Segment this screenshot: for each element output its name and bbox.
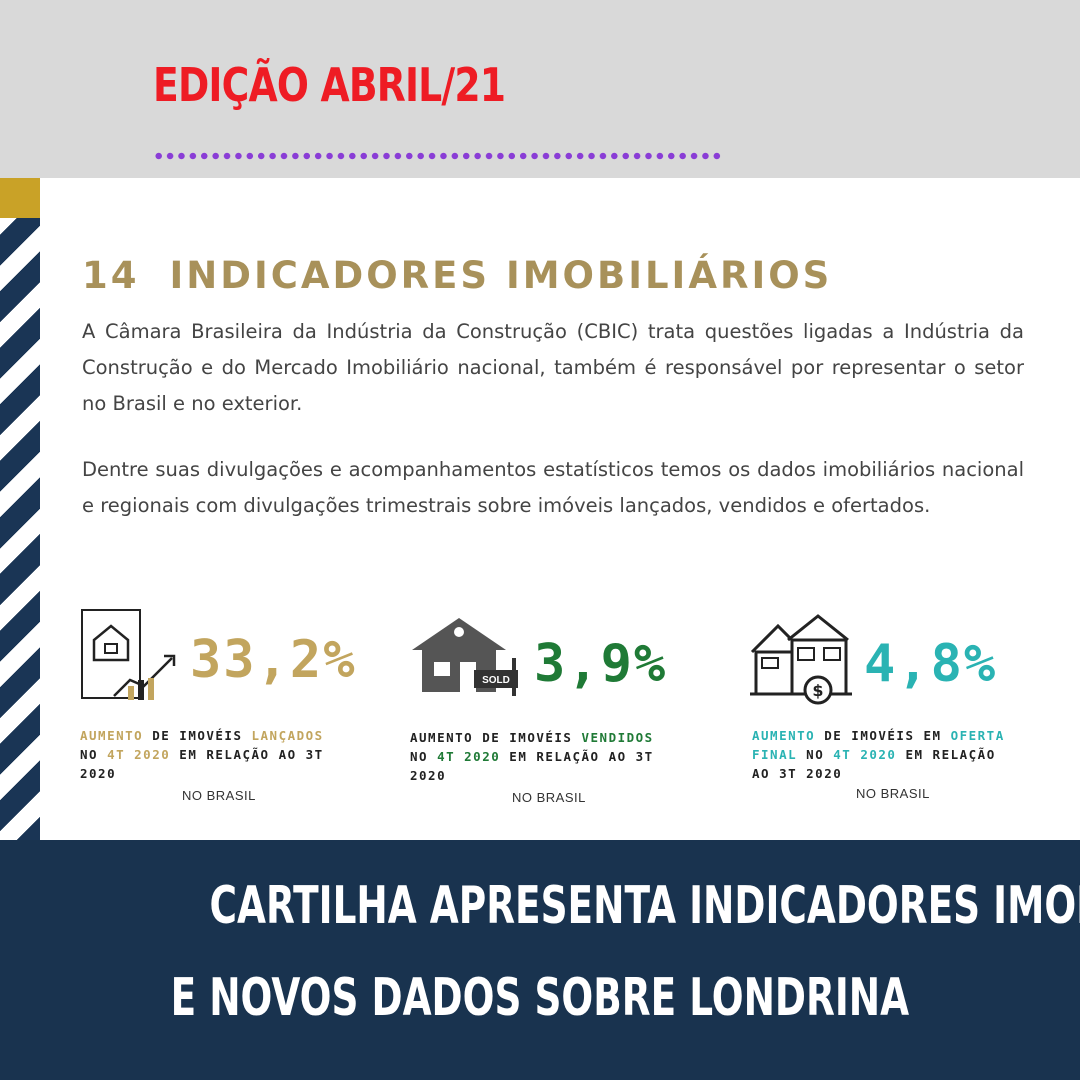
desc-highlight: LANÇADOS	[251, 728, 324, 743]
desc-text: DE IMOVÉIS EM	[815, 728, 951, 743]
headline-text: E NOVOS DADOS SOBRE LONDRINA	[170, 968, 910, 1028]
desc-text: AO 3T 2020	[752, 766, 843, 781]
stat-note: NO BRASIL	[856, 786, 930, 801]
headline-line-2: E NOVOS DADOS SOBRE LONDRINA	[0, 968, 1080, 1028]
edition-label: EDIÇÃO ABRIL/21	[153, 58, 506, 112]
house-growth-chart-icon	[81, 609, 176, 700]
stat-note: NO BRASIL	[512, 790, 586, 805]
desc-text: EM RELAÇÃO AO 3T	[170, 747, 324, 762]
house-sold-sign-icon: SOLD	[412, 618, 518, 696]
desc-highlight: AUMENTO	[80, 728, 144, 743]
desc-text: NO	[797, 747, 834, 762]
desc-highlight: VENDIDOS	[581, 730, 654, 745]
diagonal-stripes-decoration	[0, 178, 40, 840]
stat-note: NO BRASIL	[182, 788, 256, 803]
stat-description: AUMENTO DE IMOVÉIS LANÇADOS NO 4T 2020 E…	[80, 726, 324, 783]
desc-text: EM RELAÇÃO	[896, 747, 996, 762]
desc-highlight: AUMENTO	[752, 728, 816, 743]
gold-corner-accent	[0, 178, 40, 218]
desc-highlight: 4T 2020	[437, 749, 501, 764]
desc-text: NO	[80, 747, 108, 762]
intro-paragraph: A Câmara Brasileira da Indústria da Cons…	[82, 320, 1024, 415]
stat-value: 33,2%	[190, 630, 357, 690]
svg-text:$: $	[812, 681, 823, 700]
infographic-panel	[40, 178, 1080, 840]
desc-text: 2020	[410, 768, 447, 783]
desc-highlight: FINAL	[752, 747, 798, 762]
stats-paragraph: Dentre suas divulgações e acompanhamento…	[82, 458, 1024, 517]
desc-text: DE IMOVÉIS	[143, 728, 252, 743]
headline-text: CARTILHA APRESENTA INDICADORES IMOBILIÁR…	[209, 876, 1080, 936]
sold-label: SOLD	[482, 675, 510, 686]
header-band	[0, 0, 1080, 178]
desc-highlight: OFERTA	[950, 728, 1005, 743]
houses-dollar-icon: $	[750, 614, 852, 705]
section-title: 14 INDICADORES IMOBILIÁRIOS	[82, 254, 832, 297]
headline-band	[0, 840, 1080, 1080]
desc-highlight: 4T 2020	[107, 747, 171, 762]
stat-value: 4,8%	[864, 634, 998, 694]
section-title-text: INDICADORES IMOBILIÁRIOS	[169, 254, 833, 297]
stat-description: AUMENTO DE IMOVÉIS VENDIDOS NO 4T 2020 E…	[410, 728, 654, 785]
desc-text: 2020	[80, 766, 117, 781]
section-number: 14	[82, 254, 140, 297]
desc-text: EM RELAÇÃO AO 3T	[500, 749, 654, 764]
desc-text: AUMENTO DE IMOVÉIS	[410, 730, 582, 745]
desc-highlight: 4T 2020	[833, 747, 897, 762]
desc-text: NO	[410, 749, 438, 764]
dotted-divider	[153, 152, 725, 160]
headline-line-1: CARTILHA APRESENTA INDICADORES IMOBILIÁR…	[0, 876, 1080, 936]
stat-value: 3,9%	[534, 634, 668, 694]
stat-description: AUMENTO DE IMOVÉIS EM OFERTA FINAL NO 4T…	[752, 726, 1005, 783]
